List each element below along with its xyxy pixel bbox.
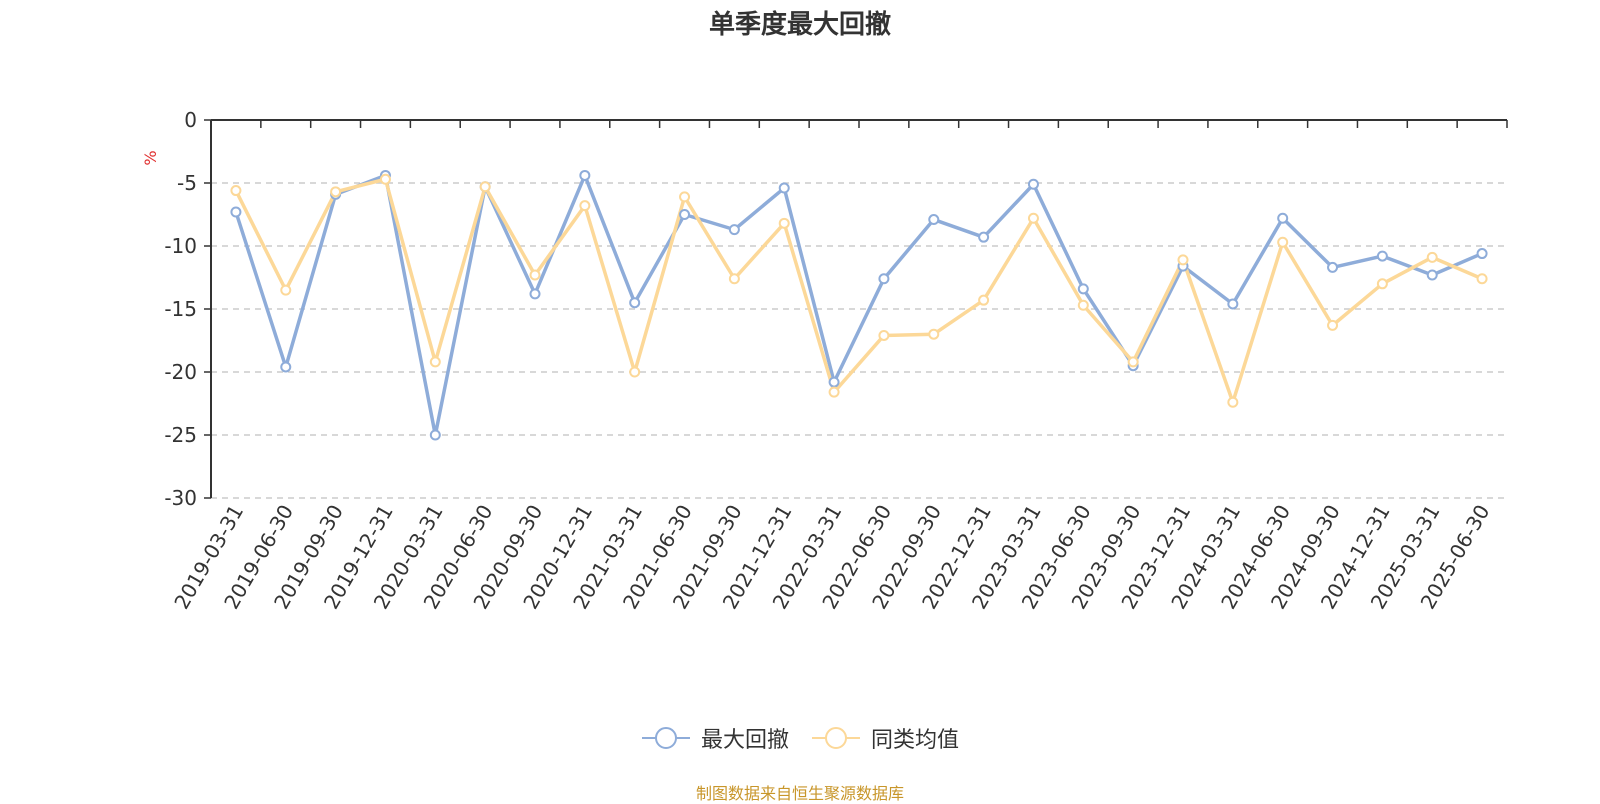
y-axis-unit-label: % [141, 150, 160, 165]
source-note: 制图数据来自恒生聚源数据库 [695, 784, 904, 803]
legend-swatch-icon [641, 727, 690, 749]
data-point-series-0[interactable] [728, 224, 740, 236]
legend-swatch-marker [654, 727, 677, 749]
data-point-series-1[interactable] [379, 173, 391, 185]
y-tick-label: -10 [164, 234, 197, 258]
data-point-series-1[interactable] [878, 329, 890, 341]
data-point-series-1[interactable] [679, 191, 691, 203]
data-point-series-0[interactable] [1227, 298, 1239, 310]
data-point-series-1[interactable] [1277, 236, 1289, 248]
legend-swatch-icon [812, 727, 860, 749]
y-tick-label: -5 [177, 171, 197, 195]
data-point-series-0[interactable] [828, 376, 840, 388]
data-point-series-1[interactable] [778, 217, 790, 229]
legend: 最大回撤 同类均值 [0, 722, 1600, 754]
data-point-series-0[interactable] [778, 182, 790, 194]
data-point-series-1[interactable] [1476, 273, 1488, 285]
data-point-series-1[interactable] [728, 273, 740, 285]
data-point-series-1[interactable] [828, 386, 840, 398]
data-point-series-0[interactable] [429, 429, 441, 441]
data-point-series-1[interactable] [1027, 212, 1039, 224]
data-point-series-1[interactable] [1077, 299, 1089, 311]
series-line-0 [234, 173, 1483, 437]
legend-label: 最大回撤 [700, 728, 789, 753]
y-tick-label: -25 [164, 423, 197, 447]
data-point-series-1[interactable] [1426, 251, 1438, 263]
data-point-series-1[interactable] [230, 185, 242, 197]
legend-item-0[interactable]: 最大回撤 [641, 722, 789, 754]
data-point-series-1[interactable] [1177, 254, 1189, 266]
data-point-series-0[interactable] [579, 169, 591, 181]
y-tick-label: -30 [164, 486, 197, 510]
data-point-series-0[interactable] [878, 273, 890, 285]
legend-swatch-marker [825, 727, 847, 749]
data-point-series-0[interactable] [928, 214, 940, 226]
data-point-series-0[interactable] [230, 206, 242, 218]
data-point-series-1[interactable] [330, 186, 342, 198]
data-point-series-1[interactable] [1376, 278, 1388, 290]
data-point-series-1[interactable] [978, 294, 990, 306]
legend-item-1[interactable]: 同类均值 [811, 722, 959, 754]
data-point-series-0[interactable] [1426, 269, 1438, 281]
data-point-series-1[interactable] [629, 366, 641, 378]
data-point-series-0[interactable] [1277, 212, 1289, 224]
data-point-series-1[interactable] [1127, 356, 1139, 368]
data-point-series-0[interactable] [679, 209, 691, 220]
data-point-series-0[interactable] [978, 231, 990, 243]
data-point-series-0[interactable] [529, 288, 541, 300]
data-point-series-1[interactable] [429, 356, 441, 368]
data-point-series-1[interactable] [529, 269, 541, 281]
data-point-series-0[interactable] [1476, 248, 1488, 260]
data-point-series-0[interactable] [629, 297, 641, 309]
data-point-series-0[interactable] [280, 361, 292, 373]
series-line-1 [234, 177, 1483, 404]
data-point-series-0[interactable] [1376, 250, 1388, 262]
y-tick-label: -20 [164, 360, 197, 384]
chart-title: 单季度最大回撤 [708, 10, 891, 40]
data-point-series-0[interactable] [1027, 178, 1039, 190]
data-point-series-1[interactable] [928, 328, 940, 340]
data-point-series-1[interactable] [479, 181, 491, 193]
data-point-series-1[interactable] [1327, 319, 1339, 331]
data-point-series-1[interactable] [579, 200, 591, 212]
y-tick-label: 0 [184, 108, 197, 132]
data-point-series-1[interactable] [1227, 396, 1239, 408]
legend-label: 同类均值 [871, 728, 960, 753]
y-tick-label: -15 [164, 297, 197, 321]
data-point-series-0[interactable] [1327, 261, 1339, 273]
data-point-series-1[interactable] [280, 284, 292, 296]
data-point-series-0[interactable] [1077, 283, 1089, 295]
